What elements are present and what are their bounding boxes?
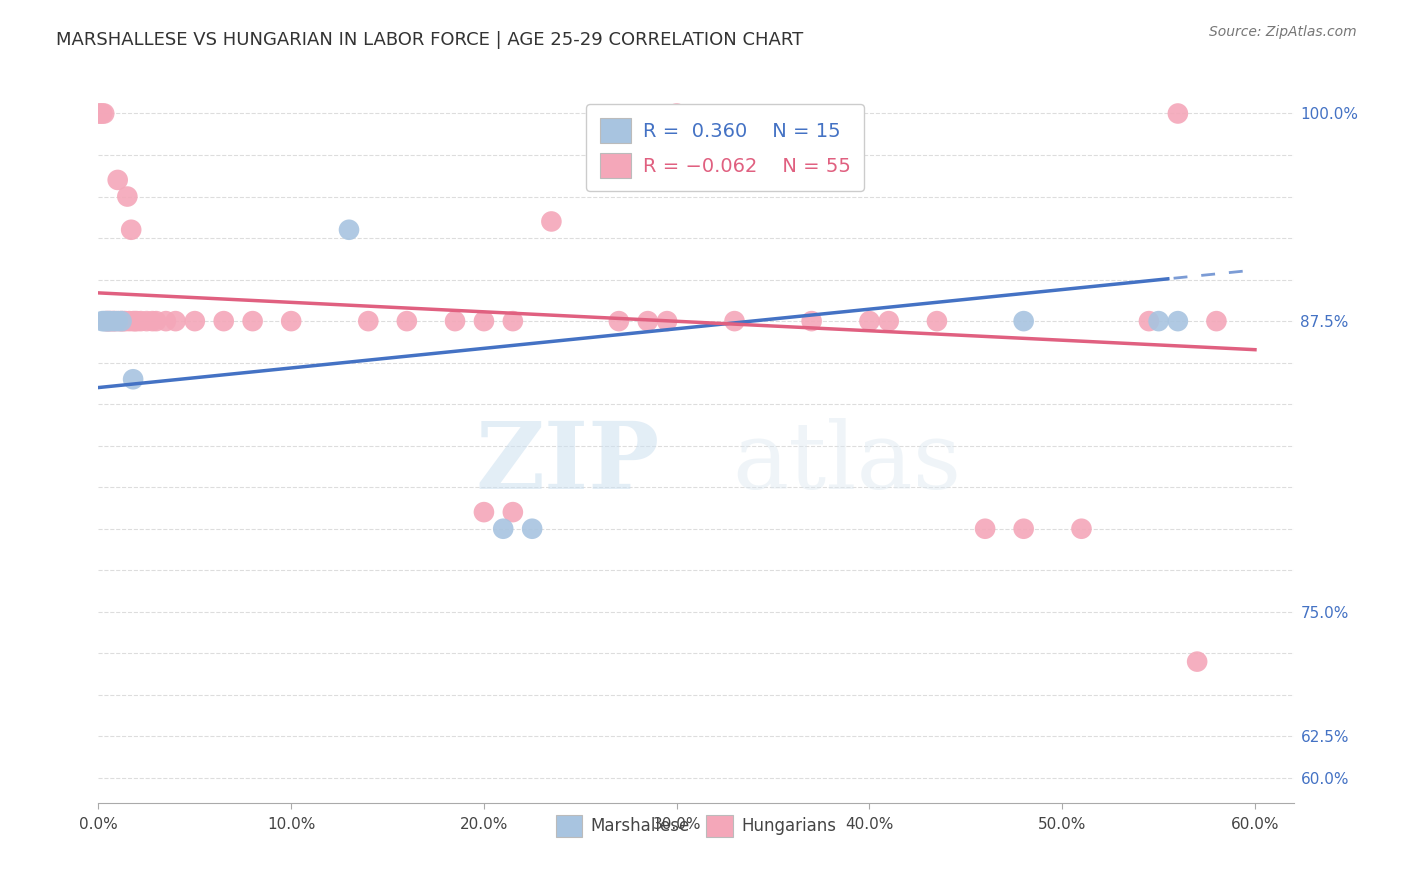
Point bbox=[135, 314, 157, 328]
Point bbox=[125, 314, 148, 328]
Point bbox=[800, 314, 823, 328]
Point bbox=[1167, 106, 1189, 120]
Point bbox=[87, 106, 110, 120]
Point bbox=[165, 314, 187, 328]
Point bbox=[107, 173, 129, 187]
Point bbox=[110, 314, 132, 328]
Point bbox=[93, 106, 115, 120]
Point bbox=[129, 314, 152, 328]
Point bbox=[637, 314, 659, 328]
Point bbox=[357, 314, 380, 328]
Text: ZIP: ZIP bbox=[475, 418, 661, 508]
Point bbox=[104, 314, 127, 328]
Point bbox=[89, 106, 111, 120]
Point bbox=[118, 314, 141, 328]
Point bbox=[120, 223, 142, 237]
Point bbox=[112, 314, 135, 328]
Point bbox=[117, 189, 139, 203]
Point bbox=[395, 314, 418, 328]
Point bbox=[1012, 522, 1035, 536]
Text: Source: ZipAtlas.com: Source: ZipAtlas.com bbox=[1209, 25, 1357, 39]
Point bbox=[974, 522, 997, 536]
Point bbox=[110, 314, 132, 328]
Point bbox=[502, 505, 524, 519]
Point bbox=[124, 314, 146, 328]
Point bbox=[122, 372, 145, 386]
Point bbox=[107, 314, 129, 328]
Point bbox=[103, 314, 125, 328]
Point bbox=[655, 314, 678, 328]
Point bbox=[97, 314, 120, 328]
Point bbox=[103, 314, 125, 328]
Point bbox=[122, 314, 145, 328]
Point bbox=[520, 522, 543, 536]
Point bbox=[94, 314, 117, 328]
Point bbox=[444, 314, 467, 328]
Point bbox=[472, 314, 495, 328]
Point bbox=[1185, 655, 1208, 669]
Point bbox=[91, 314, 114, 328]
Point bbox=[145, 314, 167, 328]
Point bbox=[184, 314, 207, 328]
Point bbox=[1137, 314, 1160, 328]
Point bbox=[141, 314, 163, 328]
Point bbox=[1012, 314, 1035, 328]
Point bbox=[114, 314, 136, 328]
Point bbox=[242, 314, 264, 328]
Text: MARSHALLESE VS HUNGARIAN IN LABOR FORCE | AGE 25-29 CORRELATION CHART: MARSHALLESE VS HUNGARIAN IN LABOR FORCE … bbox=[56, 31, 803, 49]
Point bbox=[858, 314, 880, 328]
Point bbox=[1070, 522, 1092, 536]
Point bbox=[665, 106, 688, 120]
Point bbox=[94, 314, 117, 328]
Point bbox=[93, 314, 115, 328]
Point bbox=[155, 314, 177, 328]
Point bbox=[212, 314, 235, 328]
Point bbox=[98, 314, 121, 328]
Point bbox=[492, 522, 515, 536]
Point bbox=[1167, 314, 1189, 328]
Point bbox=[91, 106, 114, 120]
Point bbox=[280, 314, 302, 328]
Legend: Marshallese, Hungarians: Marshallese, Hungarians bbox=[547, 807, 845, 845]
Point bbox=[540, 214, 562, 228]
Point bbox=[607, 314, 630, 328]
Text: atlas: atlas bbox=[733, 418, 962, 508]
Point bbox=[101, 314, 124, 328]
Point bbox=[98, 314, 121, 328]
Point bbox=[472, 505, 495, 519]
Point bbox=[723, 314, 745, 328]
Point bbox=[1147, 314, 1170, 328]
Point bbox=[97, 314, 120, 328]
Point bbox=[877, 314, 900, 328]
Point bbox=[1205, 314, 1227, 328]
Point bbox=[925, 314, 948, 328]
Point bbox=[337, 223, 360, 237]
Point bbox=[502, 314, 524, 328]
Point bbox=[108, 314, 131, 328]
